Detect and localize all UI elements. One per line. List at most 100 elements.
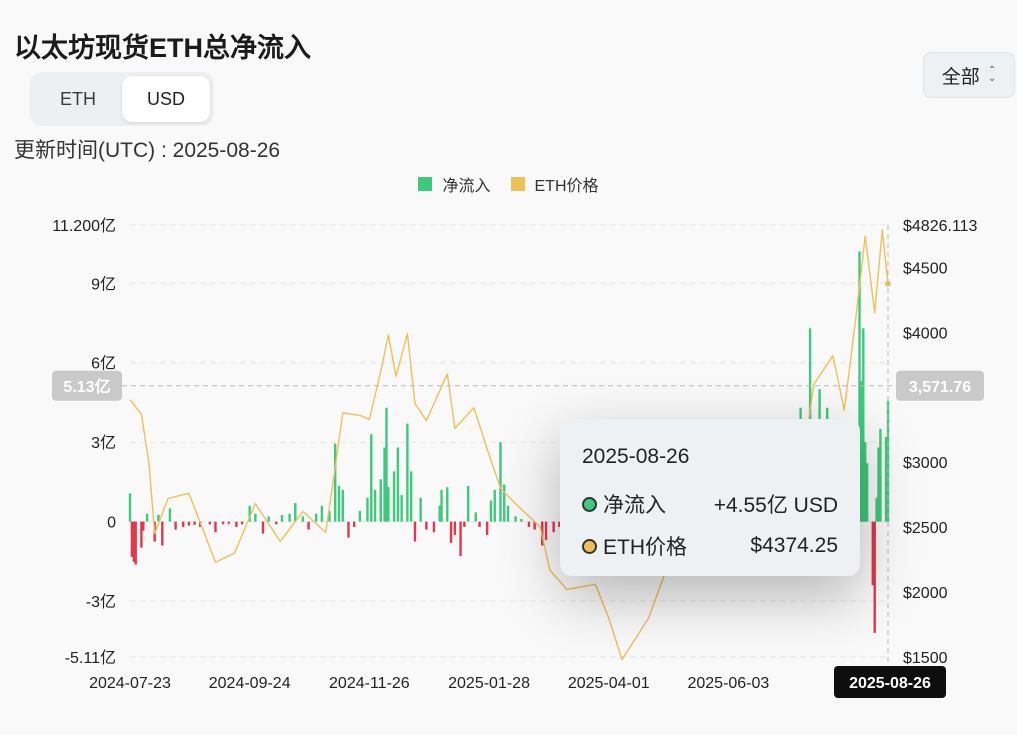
inflow-bar	[858, 251, 861, 522]
inflow-bar	[254, 513, 257, 522]
inflow-bar	[552, 521, 555, 533]
inflow-bar	[520, 519, 523, 522]
inflow-bar	[385, 407, 388, 522]
updated-time: 更新时间(UTC) : 2025-08-26	[14, 139, 281, 162]
inflow-bar	[409, 471, 413, 522]
inflow-bar	[862, 328, 865, 522]
inflow-bar	[544, 521, 548, 541]
inflow-bar	[459, 521, 462, 557]
inflow-bar	[358, 511, 362, 522]
inflow-bar	[383, 447, 386, 522]
legend-label-price: ETH价格	[534, 178, 599, 195]
inflow-bar	[446, 487, 449, 522]
inflow-bar	[275, 521, 278, 525]
inflow-bar	[425, 521, 428, 530]
inflow-bar	[413, 521, 417, 542]
y-right-tick-label: $1500	[903, 650, 948, 667]
x-tick-label: 2024-07-23	[89, 675, 171, 692]
inflow-bar	[130, 521, 134, 557]
inflow-bar	[307, 521, 310, 530]
inflow-bar	[347, 521, 350, 538]
inflow-bar	[871, 521, 875, 586]
legend-swatch-price	[510, 177, 525, 191]
currency-toggle: ETH USD	[30, 72, 214, 126]
inflow-bar	[333, 443, 337, 522]
tooltip-row-inflow: 净流入 +4.55亿 USD	[582, 489, 838, 519]
inflow-bar	[373, 489, 377, 522]
y-right-tick-label: $4000	[903, 325, 948, 342]
x-tick-label: 2025-06-03	[687, 675, 769, 692]
inflow-bar	[860, 381, 863, 522]
tooltip-label-price: ETH价格	[603, 536, 687, 559]
range-select-label: 全部	[941, 66, 980, 88]
inflow-bar	[187, 521, 191, 526]
inflow-bar	[463, 521, 466, 527]
y-left-tick-label: 9亿	[91, 275, 116, 293]
inflow-bar	[235, 521, 238, 527]
inflow-bar	[873, 521, 876, 633]
inflow-bar	[208, 521, 211, 525]
crosshair-date-badge	[834, 666, 946, 698]
legend-item-price[interactable]: ETH价格	[510, 172, 599, 196]
inflow-bar	[128, 493, 132, 522]
inflow-bar	[248, 505, 251, 522]
inflow-bar	[453, 521, 457, 535]
inflow-bar	[370, 434, 373, 522]
inflow-bar	[157, 514, 160, 522]
inflow-bar	[145, 513, 149, 522]
tooltip-value-price: $4374.25	[750, 534, 838, 557]
inflow-bar	[140, 521, 143, 548]
inflow-bar	[294, 503, 297, 522]
tab-usd[interactable]: USD	[122, 76, 210, 122]
crosshair-date-value: 2025-08-26	[849, 675, 931, 692]
inflow-bar	[328, 511, 331, 522]
inflow-bar	[514, 516, 517, 522]
inflow-bar	[503, 484, 506, 522]
legend-item-inflow[interactable]: 净流入	[418, 172, 491, 196]
inflow-bar	[884, 436, 888, 522]
y-right-tick-label: $2500	[903, 520, 948, 537]
crosshair-left-badge	[52, 370, 122, 401]
inflow-bar	[419, 497, 422, 522]
inflow-bar	[493, 489, 496, 522]
inflow-bar	[499, 442, 502, 522]
y-left-tick-label: 3亿	[91, 434, 116, 452]
inflow-bar	[221, 521, 225, 525]
inflow-bar	[466, 485, 470, 522]
y-left-tick-label: 0	[107, 515, 116, 532]
page-title: 以太坊现货ETH总净流入	[14, 33, 311, 63]
crosshair-right-badge	[896, 370, 984, 401]
inflow-bar	[875, 497, 878, 522]
tooltip-row-price: ETH价格 $4374.25	[582, 531, 838, 561]
inflow-bar	[341, 489, 344, 522]
inflow-bar	[168, 508, 172, 522]
inflow-bar	[485, 521, 489, 535]
crosshair-left-value: 5.13亿	[63, 377, 110, 396]
inflow-bar	[280, 515, 284, 522]
tooltip-date: 2025-08-26	[582, 445, 690, 468]
inflow-bar	[132, 521, 135, 562]
inflow-bar	[337, 485, 341, 522]
range-select[interactable]: 全部 ⌃ ⌄	[923, 52, 1015, 98]
inflow-bar	[440, 489, 443, 522]
inflow-bar	[879, 428, 882, 522]
inflow-bar	[489, 500, 493, 522]
inflow-bar	[558, 521, 561, 527]
inflow-bar	[506, 505, 510, 522]
inflow-bar	[406, 423, 409, 522]
inflow-bar	[474, 512, 477, 522]
y-left-tick-label: 11.200亿	[52, 217, 116, 235]
inflow-bar	[387, 487, 390, 522]
y-left-tick-label: 6亿	[91, 355, 116, 373]
crosshair-right-value: 3,571.76	[909, 379, 971, 396]
y-right-tick-label: $4826.113	[903, 218, 978, 235]
inflow-bar	[864, 442, 867, 522]
inflow-bar	[214, 521, 217, 533]
inflow-bar	[432, 521, 436, 533]
tab-eth[interactable]: ETH	[60, 88, 96, 109]
chevron-up-down-icon: ⌃ ⌄	[987, 65, 997, 84]
inflow-bar	[181, 521, 185, 527]
inflow-bar	[134, 521, 137, 565]
y-right-tick-label: $4500	[903, 260, 948, 277]
